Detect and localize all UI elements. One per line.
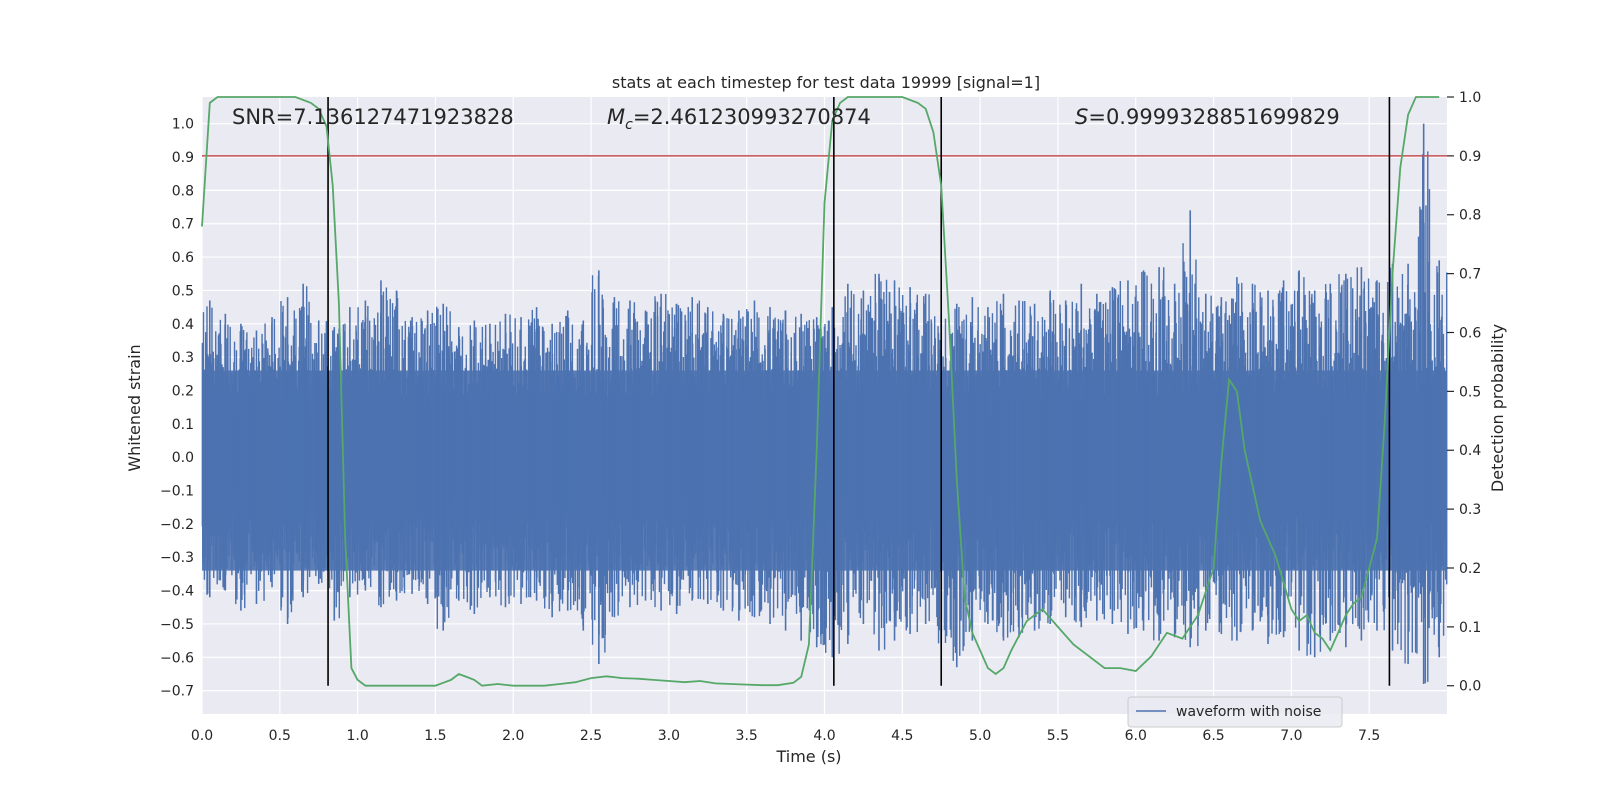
y-tick-label: 0.8: [172, 183, 194, 199]
x-tick-label: 4.0: [813, 728, 835, 744]
y2-tick-label: 0.3: [1459, 502, 1481, 518]
probability-series: [201, 96, 1440, 687]
y-tick-label: −0.4: [160, 584, 194, 600]
y-axis-label: Whitened strain: [125, 344, 144, 471]
y-tick-label: 0.6: [172, 250, 194, 266]
y2-tick-label: 0.7: [1459, 267, 1481, 283]
y-tick-label: −0.2: [160, 517, 194, 533]
x-tick-label: 7.0: [1280, 728, 1302, 744]
y-tick-label: 0.5: [172, 283, 194, 299]
legend-label: waveform with noise: [1176, 704, 1321, 720]
x-tick-label: 4.5: [891, 728, 913, 744]
y-tick-label: 0.0: [172, 450, 194, 466]
y2-tick-label: 0.4: [1459, 443, 1481, 459]
y2-tick-label: 0.2: [1459, 561, 1481, 577]
probability-line: [201, 96, 1440, 687]
y-tick-label: −0.3: [160, 550, 194, 566]
x-tick-label: 2.0: [502, 728, 524, 744]
chirp-mass-annotation: Mc=2.461230993270874: [607, 105, 871, 133]
y-tick-label: 0.2: [172, 383, 194, 399]
y2-axis-ticks: 1.0 0.9 0.8 0.7 0.6 0.5 0.4 0.3 0.2 0.1 0.0: [1447, 90, 1481, 695]
y-tick-label: −0.5: [160, 617, 194, 633]
x-tick-label: 0.5: [269, 728, 291, 744]
y-axis-ticks: 1.0 0.9 0.8 0.7 0.6 0.5 0.4 0.3 0.2 0.1 0.0 −0.1 −0.…: [160, 117, 194, 700]
y-tick-label: 0.1: [172, 417, 194, 433]
x-tick-label: 6.0: [1125, 728, 1147, 744]
snr-annotation: SNR=7.136127471923828: [232, 105, 514, 129]
y-tick-label: −0.6: [160, 650, 194, 666]
x-tick-label: 2.5: [580, 728, 602, 744]
y-tick-label: 0.7: [172, 217, 194, 233]
x-tick-label: 7.5: [1358, 728, 1380, 744]
x-tick-label: 0.0: [191, 728, 213, 744]
y2-tick-label: 0.0: [1459, 679, 1481, 695]
y2-tick-label: 0.9: [1459, 149, 1481, 165]
y2-tick-label: 0.5: [1459, 384, 1481, 400]
x-tick-label: 5.5: [1047, 728, 1069, 744]
waveform-series: [201, 123, 1448, 684]
y2-axis-label: Detection probability: [1488, 324, 1507, 492]
y-tick-label: 1.0: [172, 117, 194, 133]
x-tick-label: 1.0: [346, 728, 368, 744]
score-annotation: S=0.9999328851699829: [1075, 105, 1340, 129]
x-axis-label: Time (s): [775, 747, 841, 766]
x-tick-label: 5.0: [969, 728, 991, 744]
y-tick-label: 0.4: [172, 317, 194, 333]
x-axis-ticks: 0.0 0.5 1.0 1.5 2.0 2.5 3.0 3.5 4.0 4.5 5.0 5.5 6.0 6…: [191, 728, 1380, 744]
y2-tick-label: 1.0: [1459, 90, 1481, 106]
y2-tick-label: 0.8: [1459, 208, 1481, 224]
legend: waveform with noise: [1127, 696, 1343, 728]
x-tick-label: 1.5: [424, 728, 446, 744]
y2-tick-label: 0.6: [1459, 325, 1481, 341]
x-tick-label: 3.0: [658, 728, 680, 744]
x-tick-label: 3.5: [736, 728, 758, 744]
y2-tick-label: 0.1: [1459, 620, 1481, 636]
y-tick-label: 0.3: [172, 350, 194, 366]
chart-title: stats at each timestep for test data 199…: [612, 73, 1040, 92]
x-tick-label: 6.5: [1202, 728, 1224, 744]
y-tick-label: 0.9: [172, 150, 194, 166]
y-tick-label: −0.1: [160, 484, 194, 500]
y-tick-label: −0.7: [160, 684, 194, 700]
legend-box: [1127, 696, 1343, 728]
